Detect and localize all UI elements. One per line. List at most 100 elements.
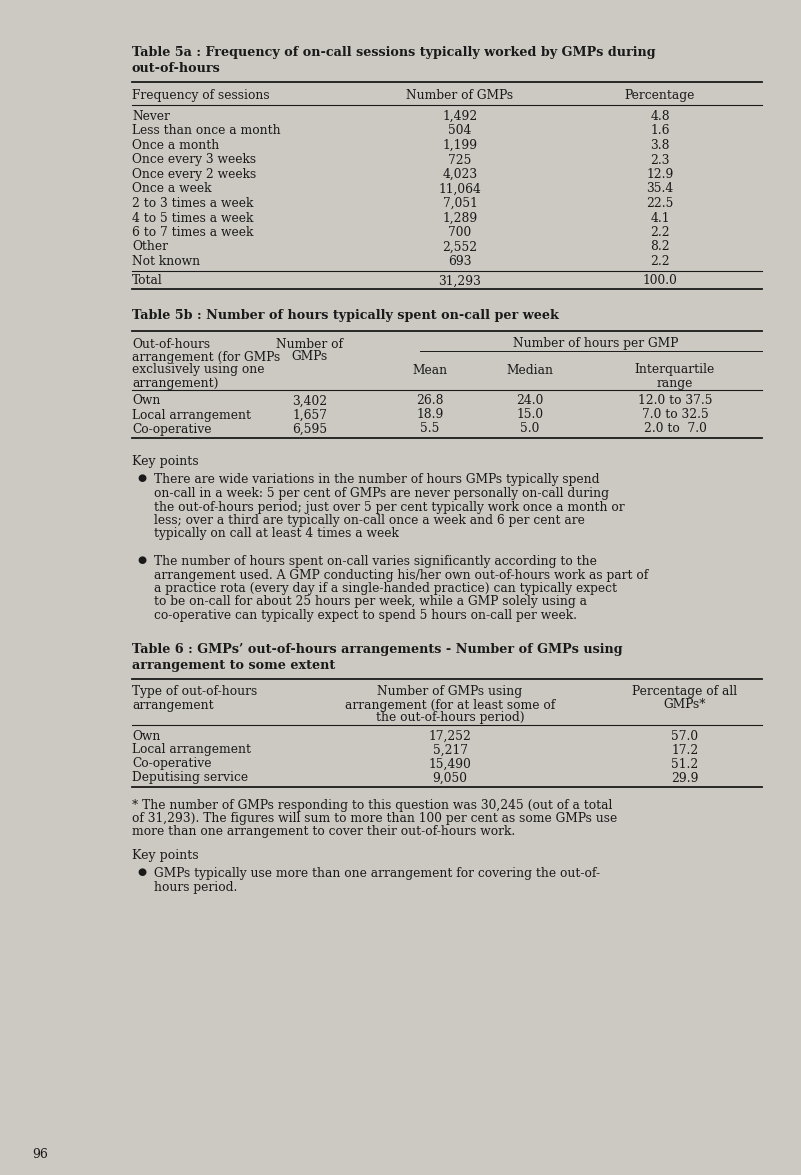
Text: 9,050: 9,050 bbox=[433, 772, 468, 785]
Text: the out-of-hours period): the out-of-hours period) bbox=[376, 712, 525, 725]
Text: ●: ● bbox=[138, 868, 147, 877]
Text: 18.9: 18.9 bbox=[417, 409, 444, 422]
Text: 6,595: 6,595 bbox=[292, 423, 328, 436]
Text: Not known: Not known bbox=[132, 255, 200, 268]
Text: arrangement): arrangement) bbox=[132, 376, 219, 389]
Text: 12.9: 12.9 bbox=[646, 168, 674, 181]
Text: 17,252: 17,252 bbox=[429, 730, 472, 743]
Text: Other: Other bbox=[132, 241, 168, 254]
Text: the out-of-hours period; just over 5 per cent typically work once a month or: the out-of-hours period; just over 5 per… bbox=[154, 501, 625, 513]
Text: arrangement: arrangement bbox=[132, 698, 214, 712]
Text: 1,657: 1,657 bbox=[292, 409, 328, 422]
Text: 5.0: 5.0 bbox=[521, 423, 540, 436]
Text: 2,552: 2,552 bbox=[442, 241, 477, 254]
Text: Key points: Key points bbox=[132, 456, 199, 469]
Text: to be on-call for about 25 hours per week, while a GMP solely using a: to be on-call for about 25 hours per wee… bbox=[154, 596, 587, 609]
Text: 2.2: 2.2 bbox=[650, 226, 670, 239]
Text: Own: Own bbox=[132, 730, 160, 743]
Text: 24.0: 24.0 bbox=[517, 395, 544, 408]
Text: arrangement (for GMPs: arrangement (for GMPs bbox=[132, 350, 280, 363]
Text: * The number of GMPs responding to this question was 30,245 (out of a total: * The number of GMPs responding to this … bbox=[132, 799, 613, 812]
Text: GMPs: GMPs bbox=[292, 350, 328, 363]
Text: 4 to 5 times a week: 4 to 5 times a week bbox=[132, 212, 253, 224]
Text: Out-of-hours: Out-of-hours bbox=[132, 337, 210, 350]
Text: 22.5: 22.5 bbox=[646, 197, 674, 210]
Text: 3.8: 3.8 bbox=[650, 139, 670, 152]
Text: 100.0: 100.0 bbox=[642, 275, 678, 288]
Text: less; over a third are typically on-call once a week and 6 per cent are: less; over a third are typically on-call… bbox=[154, 513, 585, 528]
Text: 12.0 to 37.5: 12.0 to 37.5 bbox=[638, 395, 712, 408]
Text: Frequency of sessions: Frequency of sessions bbox=[132, 89, 270, 102]
Text: 5,217: 5,217 bbox=[433, 744, 468, 757]
Text: GMPs*: GMPs* bbox=[664, 698, 706, 712]
Text: 5.5: 5.5 bbox=[421, 423, 440, 436]
Text: Once every 2 weeks: Once every 2 weeks bbox=[132, 168, 256, 181]
Text: Table 5a : Frequency of on-call sessions typically worked by GMPs during: Table 5a : Frequency of on-call sessions… bbox=[132, 46, 656, 59]
Text: 17.2: 17.2 bbox=[671, 744, 698, 757]
Text: 725: 725 bbox=[449, 154, 472, 167]
Text: 57.0: 57.0 bbox=[671, 730, 698, 743]
Text: Number of hours per GMP: Number of hours per GMP bbox=[513, 337, 678, 350]
Text: arrangement (for at least some of: arrangement (for at least some of bbox=[345, 698, 555, 712]
Text: on-call in a week: 5 per cent of GMPs are never personally on-call during: on-call in a week: 5 per cent of GMPs ar… bbox=[154, 486, 609, 501]
Text: a practice rota (every day if a single-handed practice) can typically expect: a practice rota (every day if a single-h… bbox=[154, 582, 617, 595]
Text: 51.2: 51.2 bbox=[671, 758, 698, 771]
Text: range: range bbox=[657, 376, 693, 389]
Text: 1,492: 1,492 bbox=[442, 110, 477, 123]
Text: 29.9: 29.9 bbox=[671, 772, 698, 785]
Text: ●: ● bbox=[138, 556, 147, 565]
Text: 26.8: 26.8 bbox=[417, 395, 444, 408]
Text: 1,289: 1,289 bbox=[442, 212, 477, 224]
Text: Number of GMPs: Number of GMPs bbox=[406, 89, 513, 102]
Text: 15.0: 15.0 bbox=[517, 409, 544, 422]
Text: Never: Never bbox=[132, 110, 170, 123]
Text: exclusively using one: exclusively using one bbox=[132, 363, 264, 376]
Text: 3,402: 3,402 bbox=[292, 395, 328, 408]
Text: 693: 693 bbox=[449, 255, 472, 268]
Text: 96: 96 bbox=[32, 1148, 48, 1161]
Text: Local arrangement: Local arrangement bbox=[132, 409, 251, 422]
Text: Percentage of all: Percentage of all bbox=[633, 685, 738, 698]
Text: Interquartile: Interquartile bbox=[635, 363, 715, 376]
Text: 2 to 3 times a week: 2 to 3 times a week bbox=[132, 197, 253, 210]
Text: ●: ● bbox=[138, 475, 147, 483]
Text: Once a week: Once a week bbox=[132, 182, 211, 195]
Text: Percentage: Percentage bbox=[625, 89, 695, 102]
Text: Mean: Mean bbox=[413, 363, 448, 376]
Text: 8.2: 8.2 bbox=[650, 241, 670, 254]
Text: 504: 504 bbox=[449, 125, 472, 137]
Text: typically on call at least 4 times a week: typically on call at least 4 times a wee… bbox=[154, 528, 399, 540]
Text: Less than once a month: Less than once a month bbox=[132, 125, 280, 137]
Text: Co-operative: Co-operative bbox=[132, 758, 211, 771]
Text: 7.0 to 32.5: 7.0 to 32.5 bbox=[642, 409, 708, 422]
Text: GMPs typically use more than one arrangement for covering the out-of-: GMPs typically use more than one arrange… bbox=[154, 867, 600, 880]
Text: 2.2: 2.2 bbox=[650, 255, 670, 268]
Text: The number of hours spent on-call varies significantly according to the: The number of hours spent on-call varies… bbox=[154, 555, 597, 568]
Text: Key points: Key points bbox=[132, 850, 199, 862]
Text: 2.0 to  7.0: 2.0 to 7.0 bbox=[643, 423, 706, 436]
Text: Total: Total bbox=[132, 275, 163, 288]
Text: arrangement used. A GMP conducting his/her own out-of-hours work as part of: arrangement used. A GMP conducting his/h… bbox=[154, 569, 648, 582]
Text: 7,051: 7,051 bbox=[443, 197, 477, 210]
Text: Local arrangement: Local arrangement bbox=[132, 744, 251, 757]
Text: out-of-hours: out-of-hours bbox=[132, 62, 221, 75]
Text: Co-operative: Co-operative bbox=[132, 423, 211, 436]
Text: 1.6: 1.6 bbox=[650, 125, 670, 137]
Text: Number of: Number of bbox=[276, 337, 344, 350]
Text: Own: Own bbox=[132, 395, 160, 408]
Text: There are wide variations in the number of hours GMPs typically spend: There are wide variations in the number … bbox=[154, 474, 599, 486]
Text: Type of out-of-hours: Type of out-of-hours bbox=[132, 685, 257, 698]
Text: more than one arrangement to cover their out-of-hours work.: more than one arrangement to cover their… bbox=[132, 826, 515, 839]
Text: Median: Median bbox=[506, 363, 553, 376]
Text: Table 5b : Number of hours typically spent on-call per week: Table 5b : Number of hours typically spe… bbox=[132, 309, 559, 322]
Text: 31,293: 31,293 bbox=[439, 275, 481, 288]
Text: arrangement to some extent: arrangement to some extent bbox=[132, 658, 336, 671]
Text: Table 6 : GMPs’ out-of-hours arrangements - Number of GMPs using: Table 6 : GMPs’ out-of-hours arrangement… bbox=[132, 643, 622, 656]
Text: Once a month: Once a month bbox=[132, 139, 219, 152]
Text: 35.4: 35.4 bbox=[646, 182, 674, 195]
Text: 700: 700 bbox=[449, 226, 472, 239]
Text: Deputising service: Deputising service bbox=[132, 772, 248, 785]
Text: 1,199: 1,199 bbox=[442, 139, 477, 152]
Text: Once every 3 weeks: Once every 3 weeks bbox=[132, 154, 256, 167]
Text: Number of GMPs using: Number of GMPs using bbox=[377, 685, 522, 698]
